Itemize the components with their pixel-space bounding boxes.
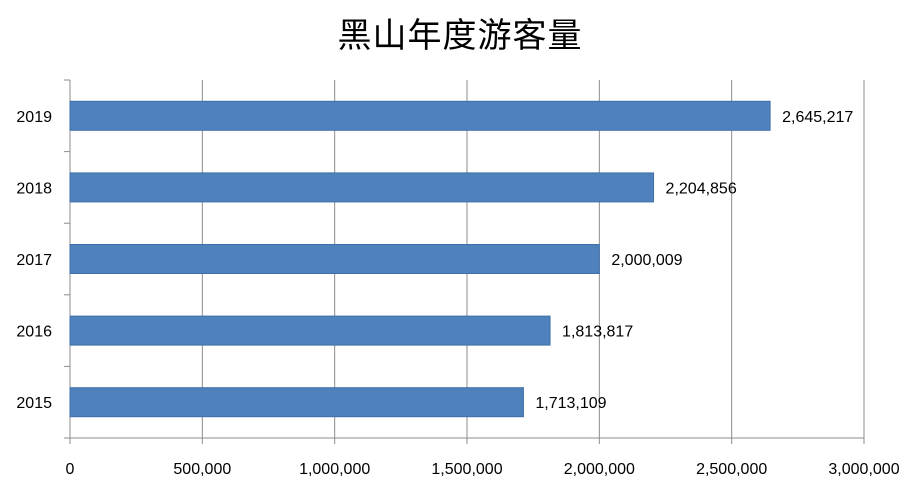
x-tick-label: 1,500,000 [431,461,502,478]
y-tick-label: 2015 [16,395,52,412]
bar-2019 [69,100,771,131]
x-tick-label: 500,000 [173,461,231,478]
bar-2018 [69,172,655,203]
bar-2016 [69,315,551,346]
x-tick-label: 2,500,000 [696,461,767,478]
x-tick-label: 2,000,000 [564,461,635,478]
y-tick-label: 2016 [16,324,52,341]
x-tick-label: 3,000,000 [828,461,899,478]
data-label-2015: 1,713,109 [535,395,606,412]
x-tick-label: 0 [66,461,75,478]
data-label-2017: 2,000,009 [611,252,682,269]
data-label-2016: 1,813,817 [562,324,633,341]
labels: 0 500,000 1,000,000 1,500,000 2,000,000 2,500… [16,109,899,478]
data-label-2019: 2,645,217 [782,109,853,126]
chart-title: 黑山年度游客量 [337,16,583,56]
data-label-2018: 2,204,856 [666,180,737,197]
y-tick-label: 2017 [16,252,52,269]
bar-2017 [69,244,600,274]
y-tick-label: 2019 [16,109,52,126]
bar-2015 [69,387,524,418]
bars [69,100,771,418]
x-tick-label: 1,000,000 [299,461,370,478]
y-tick-label: 2018 [16,180,52,197]
